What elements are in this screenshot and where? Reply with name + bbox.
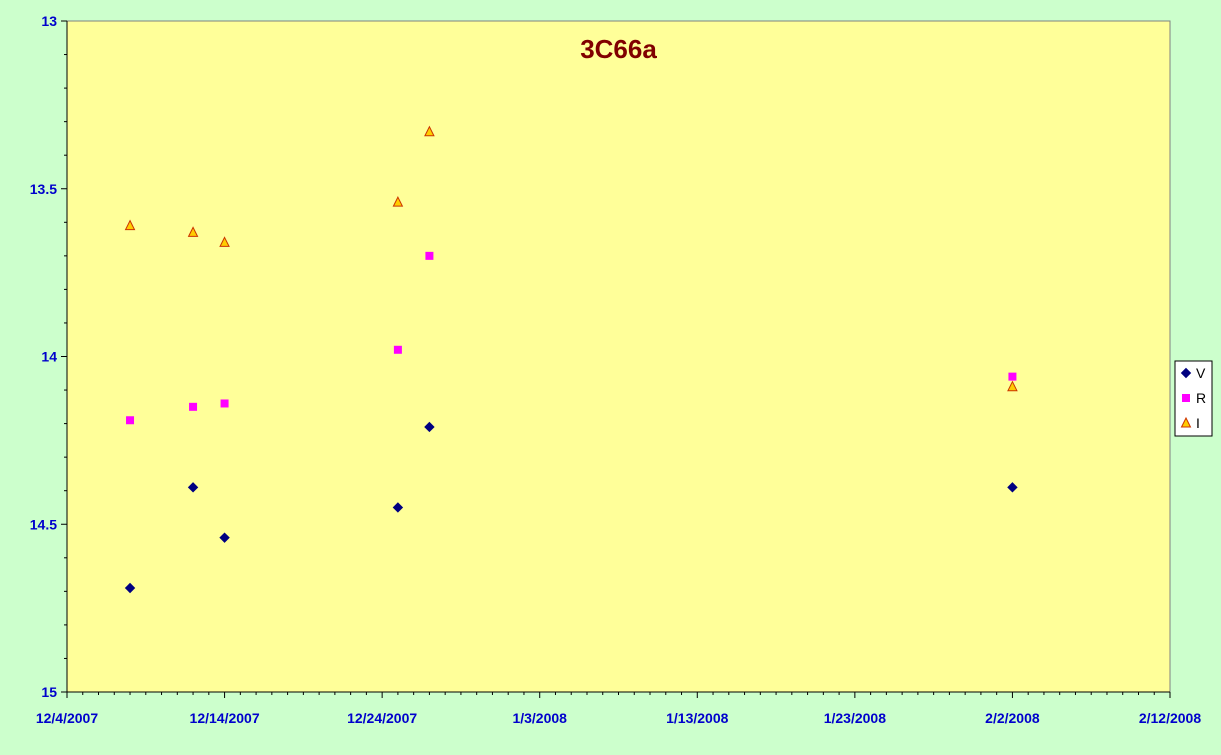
x-tick-label: 12/14/2007 <box>190 710 260 726</box>
series-v <box>124 421 1018 594</box>
x-tick-label: 2/12/2008 <box>1139 710 1201 726</box>
data-point <box>424 125 435 137</box>
data-point <box>1008 372 1017 381</box>
y-tick-label: 14 <box>41 349 57 365</box>
legend: VRI <box>1174 360 1213 437</box>
legend-box <box>1174 360 1213 437</box>
x-tick-label: 1/3/2008 <box>512 710 567 726</box>
x-tick-label: 1/13/2008 <box>666 710 728 726</box>
y-tick-label: 13 <box>41 13 57 29</box>
data-point <box>1007 380 1018 392</box>
data-point <box>424 421 435 433</box>
plot-area <box>66 20 1171 693</box>
legend-label: I <box>1196 415 1200 431</box>
data-point <box>189 402 198 411</box>
legend-label: R <box>1196 390 1206 406</box>
data-point <box>1007 482 1018 493</box>
legend-marker <box>1182 394 1190 402</box>
data-point <box>425 251 434 260</box>
y-tick-label: 14.5 <box>30 516 57 532</box>
data-point <box>392 196 404 207</box>
data-point <box>219 532 230 543</box>
data-point <box>126 416 135 425</box>
data-point <box>187 226 199 237</box>
legend-marker <box>1180 416 1192 428</box>
data-point <box>124 219 136 231</box>
data-point <box>392 502 404 513</box>
y-tick-label: 15 <box>41 684 57 700</box>
data-point <box>124 582 136 594</box>
series-i <box>124 125 1018 392</box>
series-r <box>126 251 1017 425</box>
legend-label: V <box>1196 365 1206 381</box>
data-point <box>393 345 402 354</box>
y-axis: 13 13.5 14 14.5 15 <box>30 13 68 700</box>
x-axis: 12/4/2007 12/14/2007 12/24/2007 1/3/2008 1/1… <box>36 691 1201 726</box>
x-tick-label: 12/4/2007 <box>36 710 98 726</box>
data-point <box>219 236 230 247</box>
legend-marker <box>1180 367 1192 379</box>
data-points <box>124 125 1018 594</box>
chart-title: 3C66a <box>580 34 657 64</box>
x-tick-label: 12/24/2007 <box>347 710 417 726</box>
x-tick-label: 2/2/2008 <box>985 710 1040 726</box>
data-point <box>220 399 229 408</box>
data-point <box>187 482 199 493</box>
y-tick-label: 13.5 <box>30 181 57 197</box>
x-tick-label: 1/23/2008 <box>824 710 886 726</box>
